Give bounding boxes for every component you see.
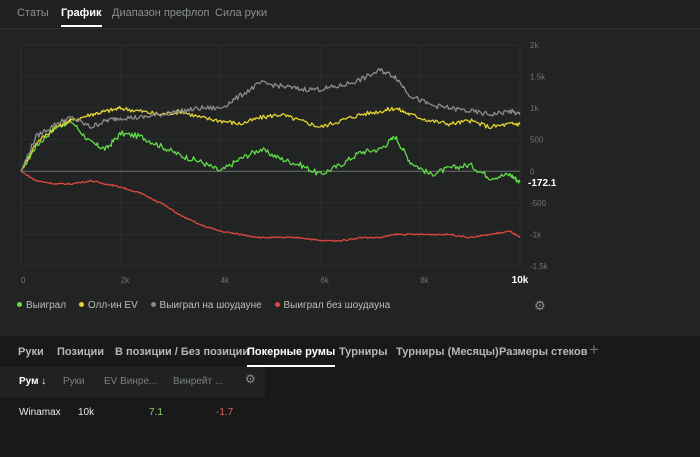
tab-graph[interactable]: График (61, 7, 102, 27)
legend-label-non-showdown: Выиграл без шоудауна (283, 300, 391, 311)
legend-item-allin-ev[interactable]: Олл-ин EV (78, 300, 138, 311)
y-tick-label: 0 (530, 167, 535, 176)
add-tab-plus-icon[interactable]: + (589, 340, 599, 359)
tab-positions[interactable]: Позиции (57, 346, 104, 358)
x-tick-label: 6k (320, 276, 329, 285)
legend-dot-non-showdown (274, 301, 280, 307)
series-line-non-showdown (20, 170, 521, 243)
column-winrate[interactable]: Винрейт ... (173, 376, 224, 387)
tab-tournaments[interactable]: Турниры (339, 346, 388, 358)
table-settings-gear-icon[interactable]: ⚙ (245, 372, 256, 386)
end-value-label: -172.1 (528, 178, 557, 189)
cell-winrate: -1.7 (216, 407, 234, 418)
column-ev-winrate[interactable]: EV Винре... (104, 376, 158, 387)
series-line-showdown (20, 67, 521, 172)
cell-ev-winrate: 7.1 (149, 407, 163, 418)
legend-label-showdown: Выиграл на шоудауне (159, 300, 262, 311)
winnings-chart: 2k 1.5k 1k 500 0 -500 -1k -1.5k 0 2k 4k 6k 8k 10k -172… (20, 41, 557, 286)
chart-settings-gear-icon[interactable]: ⚙ (534, 298, 546, 313)
tab-stats[interactable]: Статы (17, 7, 49, 19)
cell-hands: 10k (78, 407, 95, 418)
tab-hand-strength[interactable]: Сила руки (215, 7, 268, 19)
tab-hands[interactable]: Руки (18, 346, 44, 358)
tab-stack-sizes[interactable]: Размеры стеков (499, 346, 588, 358)
y-tick-label: 500 (530, 136, 544, 145)
legend-item-showdown[interactable]: Выиграл на шоудауне (150, 300, 262, 311)
legend-dot-won (17, 301, 22, 307)
x-tick-label: 4k (221, 276, 230, 285)
legend-dot-showdown (150, 301, 156, 307)
x-tick-label: 10k (512, 275, 529, 286)
legend-dot-allin-ev (78, 301, 84, 307)
y-tick-label: 2k (530, 41, 539, 50)
x-tick-label: 2k (121, 276, 130, 285)
y-tick-label: -1.5k (530, 262, 549, 271)
x-tick-label: 8k (420, 276, 429, 285)
series-line-won (20, 118, 521, 184)
chart-legend: Выиграл Олл-ин EV Выиграл на шоудауне Вы… (17, 300, 400, 311)
legend-label-allin-ev: Олл-ин EV (87, 300, 138, 311)
tab-in-out-position[interactable]: В позиции / Без позиции (115, 346, 250, 358)
y-tick-label: -500 (530, 199, 547, 208)
column-hands[interactable]: Руки (63, 376, 85, 387)
bottom-panel: Руки Позиции В позиции / Без позиции Пок… (0, 337, 700, 457)
cell-room: Winamax (19, 407, 61, 418)
graph-panel: 2k 1.5k 1k 500 0 -500 -1k -1.5k 0 2k 4k 6k 8k 10k -172… (0, 29, 700, 336)
x-tick-label: 0 (21, 276, 26, 285)
top-tab-bar: Статы График Диапазон префлоп Сила руки (0, 0, 700, 29)
column-room-sort[interactable]: Рум ↓ (19, 376, 47, 387)
legend-item-won[interactable]: Выиграл (17, 300, 66, 311)
tab-tournaments-months[interactable]: Турниры (Месяцы) (396, 346, 499, 358)
table-header: Рум ↓ Руки EV Винре... Винрейт ... (0, 367, 265, 397)
y-tick-label: 1.5k (530, 73, 546, 82)
legend-item-non-showdown[interactable]: Выиграл без шоудауна (274, 300, 391, 311)
series-line-allin-ev (20, 105, 521, 172)
y-tick-label: 1k (530, 104, 539, 113)
tab-preflop-range[interactable]: Диапазон префлоп (112, 7, 210, 19)
tab-poker-rooms[interactable]: Покерные румы (247, 346, 336, 367)
legend-label-won: Выиграл (26, 300, 67, 311)
y-tick-label: -1k (530, 230, 542, 239)
